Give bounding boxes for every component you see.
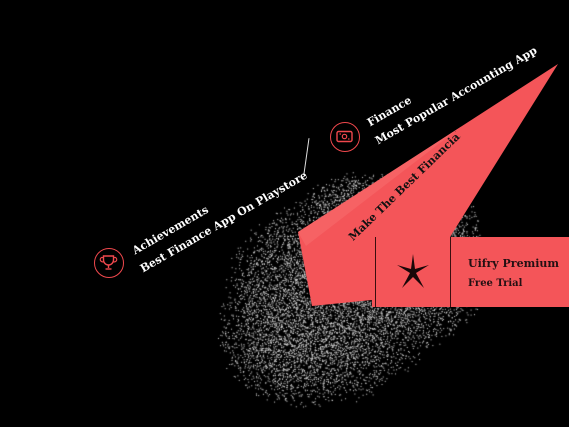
card-divider-right [450, 237, 451, 307]
finance-icon-circle [330, 122, 360, 152]
premium-card[interactable]: Uifry Premium Free Trial [372, 237, 569, 307]
premium-card-title: Uifry Premium [468, 257, 560, 270]
money-icon [336, 130, 353, 143]
trophy-icon [99, 255, 118, 270]
achievements-icon-circle [94, 248, 124, 278]
star-burst-icon [397, 254, 429, 288]
card-divider-left [375, 237, 376, 307]
premium-card-subtitle: Free Trial [468, 278, 523, 289]
